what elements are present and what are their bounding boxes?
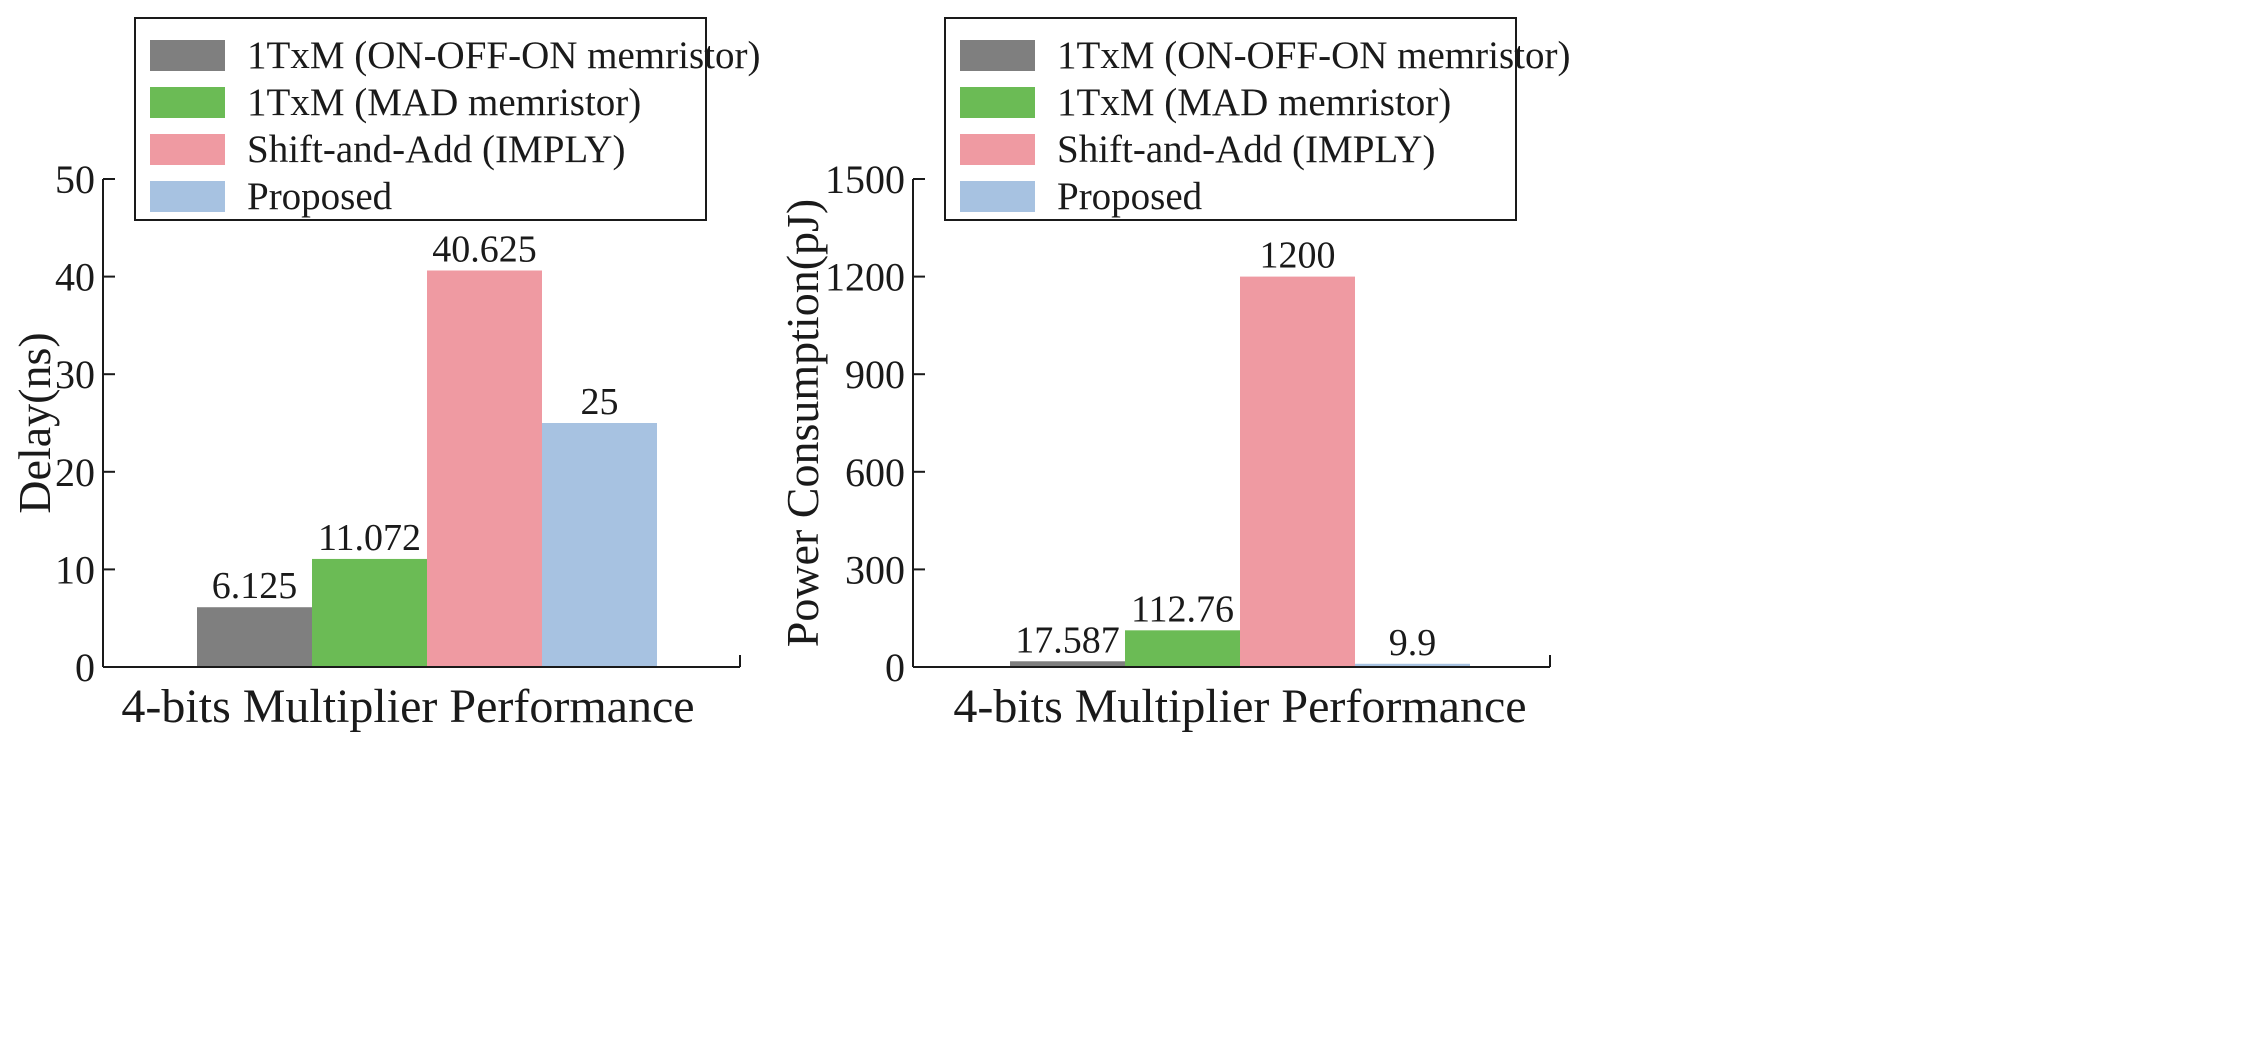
delay-legend-label-2: 1TxM (MAD memristor): [247, 81, 641, 124]
delay-value-label-1: 6.125: [212, 565, 298, 607]
power-y-tick-label-5: 1500: [825, 157, 905, 202]
power-bar-3: [1240, 276, 1355, 667]
power-legend-label-3: Shift-and-Add (IMPLY): [1057, 128, 1435, 171]
delay-y-tick-label-1: 10: [55, 547, 95, 592]
power-y-tick-label-1: 300: [845, 547, 905, 592]
power-bar-4: [1355, 663, 1470, 667]
delay-value-label-2: 11.072: [318, 517, 421, 559]
delay-y-tick-label-2: 20: [55, 450, 95, 495]
power-y-tick-label-2: 600: [845, 450, 905, 495]
delay-value-label-3: 40.625: [432, 229, 537, 271]
delay-bar-2: [312, 558, 427, 667]
power-y-tick-label-3: 900: [845, 352, 905, 397]
delay-x-category-label: 4-bits Multiplier Performance: [121, 680, 694, 733]
power-value-label-3: 1200: [1260, 235, 1336, 277]
power-legend-box: [944, 17, 1517, 221]
power-x-category-label: 4-bits Multiplier Performance: [953, 680, 1526, 733]
power-bar-1: [1010, 661, 1125, 667]
delay-value-label-4: 25: [581, 381, 619, 423]
power-legend: 1TxM (ON-OFF-ON memristor)1TxM (MAD memr…: [944, 17, 1570, 221]
delay-legend-swatch-4: [150, 181, 225, 212]
power-legend-swatch-2: [960, 87, 1035, 118]
power-legend-label-4: Proposed: [1057, 175, 1203, 218]
delay-legend-box: [134, 17, 707, 221]
power-legend-label-1: 1TxM (ON-OFF-ON memristor): [1057, 34, 1570, 77]
delay-y-tick-label-0: 0: [75, 645, 95, 690]
delay-bar-3: [427, 270, 542, 667]
delay-chart: 6.125 11.072 40.625 25 0 10 20 30 40 50 Delay(ns) 4…: [9, 17, 760, 733]
power-legend-swatch-3: [960, 134, 1035, 165]
power-chart: 17.587 112.76 1200 9.9 0 300 600 900 1200 1500Pow…: [777, 17, 1570, 733]
delay-y-tick-label-5: 50: [55, 157, 95, 202]
delay-legend-swatch-3: [150, 134, 225, 165]
power-value-label-1: 17.587: [1015, 619, 1120, 661]
power-legend-label-2: 1TxM (MAD memristor): [1057, 81, 1451, 124]
delay-y-tick-label-3: 30: [55, 352, 95, 397]
delay-y-axis-title: Delay(ns): [9, 332, 60, 513]
delay-legend: 1TxM (ON-OFF-ON memristor)1TxM (MAD memr…: [134, 17, 760, 221]
delay-legend-swatch-2: [150, 87, 225, 118]
power-y-tick-label-4: 1200: [825, 255, 905, 300]
power-value-label-4: 9.9: [1389, 622, 1437, 664]
power-y-tick-label-0: 0: [885, 645, 905, 690]
delay-y-tick-label-4: 40: [55, 255, 95, 300]
delay-bar-4: [542, 423, 657, 667]
power-bar-2: [1125, 630, 1240, 667]
power-legend-swatch-1: [960, 40, 1035, 71]
power-legend-swatch-4: [960, 181, 1035, 212]
delay-legend-swatch-1: [150, 40, 225, 71]
power-value-label-2: 112.76: [1131, 588, 1234, 630]
delay-legend-label-3: Shift-and-Add (IMPLY): [247, 128, 625, 171]
delay-bar-1: [197, 607, 312, 667]
power-y-axis-title: Power Consumption(pJ): [777, 199, 828, 648]
delay-legend-label-1: 1TxM (ON-OFF-ON memristor): [247, 34, 760, 77]
delay-legend-label-4: Proposed: [247, 175, 393, 218]
